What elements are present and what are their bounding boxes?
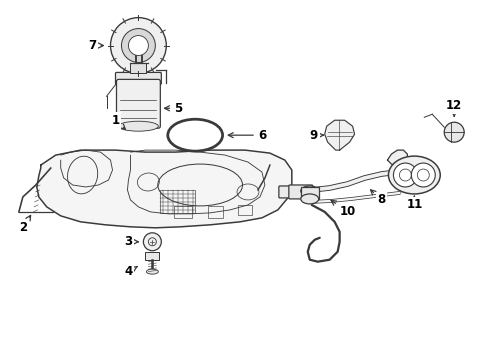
Text: 6: 6 (228, 129, 266, 142)
Circle shape (412, 163, 435, 187)
Circle shape (111, 18, 166, 73)
Ellipse shape (147, 269, 158, 274)
Polygon shape (388, 150, 407, 166)
Ellipse shape (301, 186, 318, 196)
Text: 4: 4 (124, 265, 137, 278)
Text: 2: 2 (19, 215, 30, 234)
FancyBboxPatch shape (116, 72, 161, 84)
Circle shape (122, 28, 155, 62)
Circle shape (444, 122, 464, 142)
Text: 7: 7 (89, 39, 103, 52)
Ellipse shape (119, 121, 158, 131)
Bar (208, 206, 222, 218)
Polygon shape (325, 120, 355, 150)
FancyBboxPatch shape (289, 185, 313, 199)
Bar (238, 205, 252, 215)
Text: 5: 5 (165, 102, 182, 115)
Bar (146, 252, 159, 260)
Ellipse shape (389, 156, 440, 194)
Bar (301, 187, 318, 199)
Text: 11: 11 (406, 196, 422, 211)
Bar (130, 63, 147, 73)
Text: 9: 9 (310, 129, 323, 142)
Text: 8: 8 (370, 190, 386, 206)
FancyBboxPatch shape (279, 186, 299, 198)
Circle shape (128, 36, 148, 55)
Bar (160, 190, 195, 213)
Bar (174, 206, 192, 218)
Text: 12: 12 (446, 99, 462, 117)
Circle shape (393, 163, 417, 187)
Text: 1: 1 (111, 114, 125, 129)
Text: 10: 10 (331, 200, 356, 219)
Text: 3: 3 (124, 235, 138, 248)
Polygon shape (37, 150, 292, 228)
Ellipse shape (301, 194, 318, 204)
Circle shape (144, 233, 161, 251)
FancyBboxPatch shape (117, 80, 160, 128)
